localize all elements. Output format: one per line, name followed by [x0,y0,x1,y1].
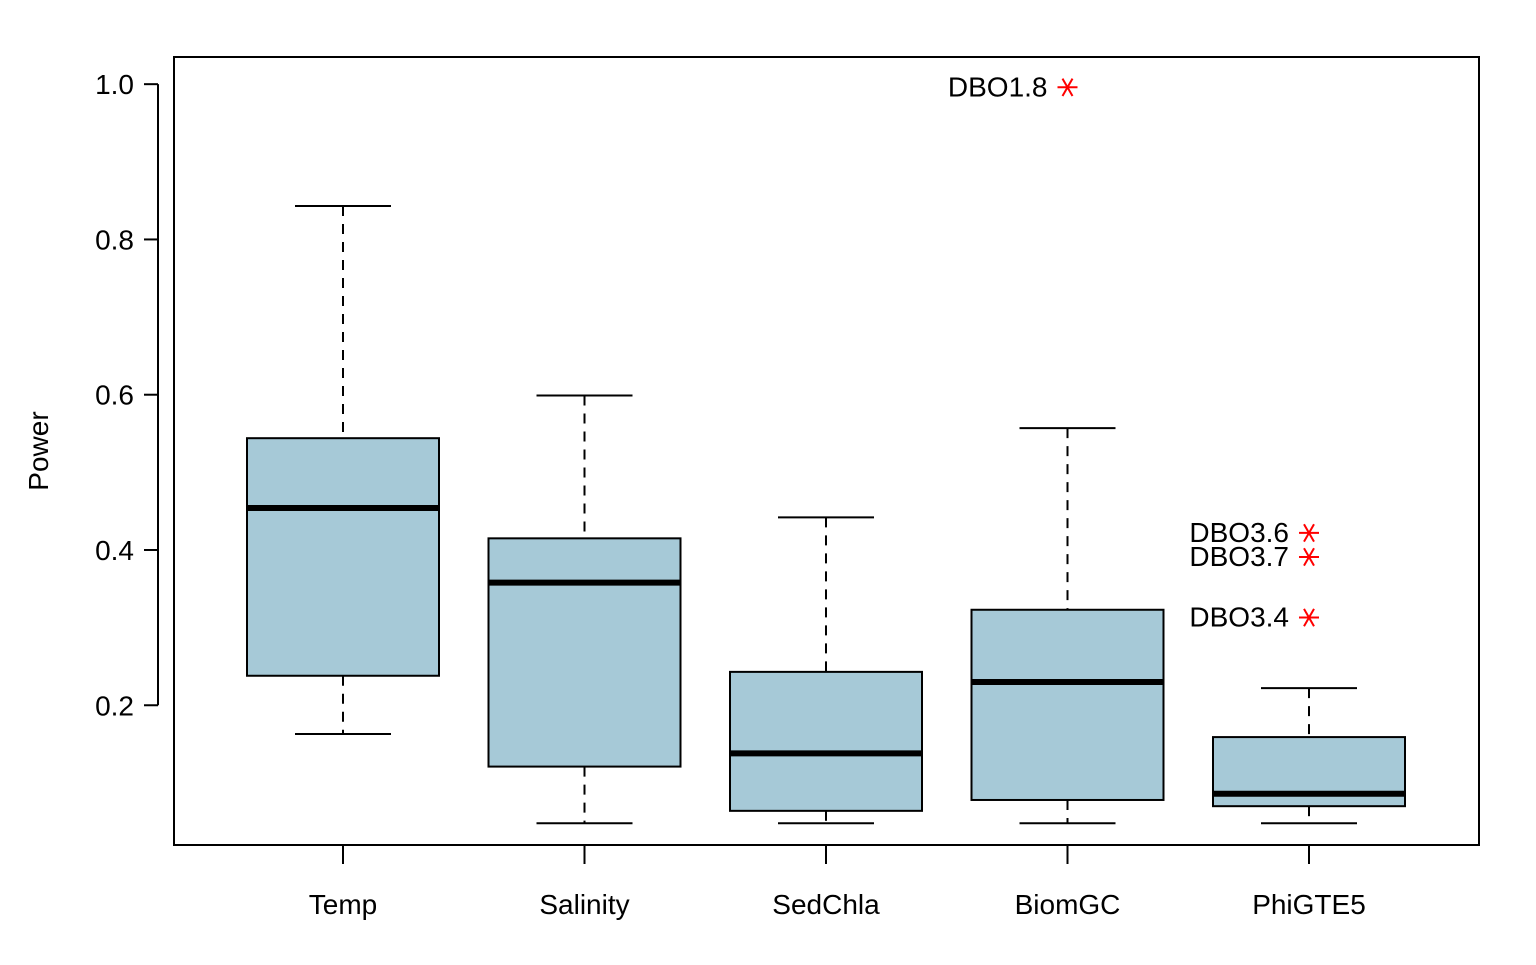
y-tick-label: 0.8 [95,224,134,255]
box-iqr [729,670,923,812]
box-group [729,516,923,825]
y-axis: 0.2 0.4 0.6 0.8 1.0 [95,69,159,721]
box-iqr [487,537,682,768]
outlier-point [1057,78,1078,97]
outlier-label: DBO1.8 [948,71,1048,102]
x-axis: Temp Salinity SedChla BiomGC PhiGTE5 [309,845,1366,920]
y-tick-label: 0.6 [95,380,134,411]
x-tick-label: Salinity [539,889,629,920]
outlier-point [1299,608,1319,627]
outlier-point [1299,523,1319,543]
outlier-star-stroke [1303,608,1315,627]
x-tick-label: Temp [309,889,377,920]
outlier-label: DBO3.6 [1189,517,1289,548]
box-iqr [246,437,440,677]
x-tick-label: PhiGTE5 [1252,889,1366,920]
y-tick-label: 0.4 [95,535,134,566]
y-tick-label: 1.0 [95,69,134,100]
outlier-label: DBO3.4 [1189,602,1289,633]
y-axis-title: Power [23,411,54,490]
y-tick-label: 0.2 [95,690,134,721]
x-tick-label: BiomGC [1015,889,1121,920]
outlier-star-stroke [1303,523,1315,543]
outlier-label: DBO3.7 [1189,541,1289,572]
box-iqr [970,608,1165,801]
box-group [246,205,440,735]
box-group [487,394,682,825]
box-group: DBO1.8 [948,71,1165,825]
outlier-star-stroke [1303,547,1315,567]
outlier-point [1299,547,1319,567]
x-tick-label: SedChla [772,889,880,920]
outlier-star-stroke [1061,78,1074,97]
